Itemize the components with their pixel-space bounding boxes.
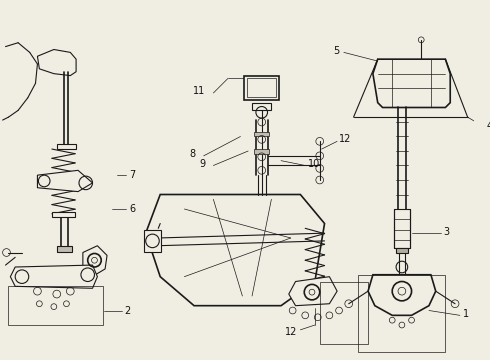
Polygon shape <box>10 265 98 288</box>
Polygon shape <box>37 49 76 76</box>
Text: 3: 3 <box>443 227 450 237</box>
Bar <box>57 246 72 252</box>
Polygon shape <box>289 277 337 306</box>
Text: 9: 9 <box>199 158 206 168</box>
Bar <box>57 144 76 149</box>
Bar <box>396 248 408 253</box>
Bar <box>245 76 279 100</box>
Text: 1: 1 <box>463 309 469 319</box>
Bar <box>254 149 270 154</box>
Text: 8: 8 <box>190 149 196 159</box>
Polygon shape <box>373 59 450 108</box>
Polygon shape <box>368 275 436 315</box>
Text: 7: 7 <box>129 170 136 180</box>
Text: 12: 12 <box>285 327 297 337</box>
Bar <box>247 78 276 97</box>
Bar <box>319 282 368 345</box>
Bar <box>394 209 410 248</box>
Bar <box>144 230 161 252</box>
Bar <box>52 212 75 217</box>
Text: 10: 10 <box>308 158 320 168</box>
Bar <box>252 103 271 111</box>
Text: 4: 4 <box>487 121 490 131</box>
Bar <box>358 275 445 352</box>
Text: 11: 11 <box>194 86 206 96</box>
Polygon shape <box>37 170 93 192</box>
Bar <box>8 286 103 325</box>
Text: 6: 6 <box>129 204 135 214</box>
Text: 2: 2 <box>124 306 131 315</box>
Polygon shape <box>83 246 107 275</box>
Text: 5: 5 <box>333 46 339 57</box>
Text: 12: 12 <box>339 134 351 144</box>
Polygon shape <box>146 194 324 306</box>
Bar <box>254 132 270 136</box>
